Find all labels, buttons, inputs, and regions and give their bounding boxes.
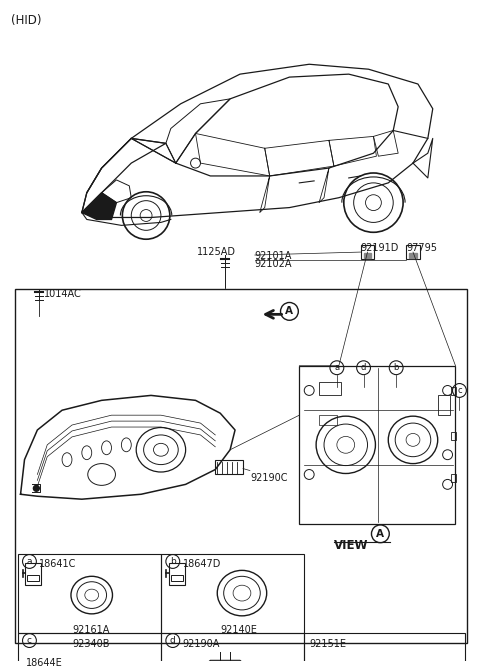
Text: 92140E: 92140E	[220, 625, 257, 635]
Bar	[300, 366, 456, 524]
Bar	[363, 253, 372, 258]
Text: 1125AD: 1125AD	[196, 247, 236, 257]
Text: a: a	[27, 557, 32, 566]
Bar	[25, 563, 41, 585]
Text: b: b	[394, 363, 399, 372]
Text: 92151E: 92151E	[309, 639, 346, 648]
Bar	[451, 387, 456, 395]
Bar	[360, 245, 374, 259]
Bar	[171, 575, 183, 581]
Text: 92102A: 92102A	[255, 259, 292, 269]
Bar	[169, 563, 185, 585]
Text: c: c	[27, 636, 32, 645]
Bar	[27, 575, 39, 581]
Text: 92190C: 92190C	[250, 472, 288, 482]
Text: d: d	[361, 363, 366, 372]
Text: 92101A: 92101A	[255, 251, 292, 261]
Bar	[409, 253, 417, 258]
Text: 18647D: 18647D	[183, 559, 221, 569]
Polygon shape	[82, 193, 117, 219]
Text: 92191D: 92191D	[360, 243, 399, 253]
Text: A: A	[376, 529, 384, 539]
Text: c: c	[457, 386, 462, 395]
Text: 18641C: 18641C	[39, 559, 77, 569]
Text: 92190A: 92190A	[183, 639, 220, 648]
Bar	[451, 432, 456, 440]
Text: 92161A: 92161A	[72, 625, 109, 635]
Bar	[406, 245, 420, 259]
Text: 1014AC: 1014AC	[44, 288, 82, 298]
Text: a: a	[334, 363, 339, 372]
Text: 92340B: 92340B	[72, 639, 109, 648]
Bar	[18, 633, 161, 669]
Bar	[161, 633, 304, 669]
Text: b: b	[170, 557, 176, 566]
Bar	[451, 474, 456, 482]
Circle shape	[34, 485, 39, 491]
Bar	[319, 415, 337, 425]
Text: VIEW: VIEW	[334, 539, 369, 552]
Bar	[18, 553, 161, 633]
Text: d: d	[170, 636, 176, 645]
Text: 18644E: 18644E	[25, 658, 62, 668]
Text: (HID): (HID)	[11, 14, 41, 27]
Bar	[216, 460, 243, 474]
Text: A: A	[286, 306, 293, 316]
Text: 97795: 97795	[406, 243, 437, 253]
Bar	[438, 395, 450, 415]
Bar	[319, 381, 341, 395]
Bar	[14, 288, 468, 642]
Bar	[161, 553, 304, 633]
Bar	[304, 633, 466, 669]
